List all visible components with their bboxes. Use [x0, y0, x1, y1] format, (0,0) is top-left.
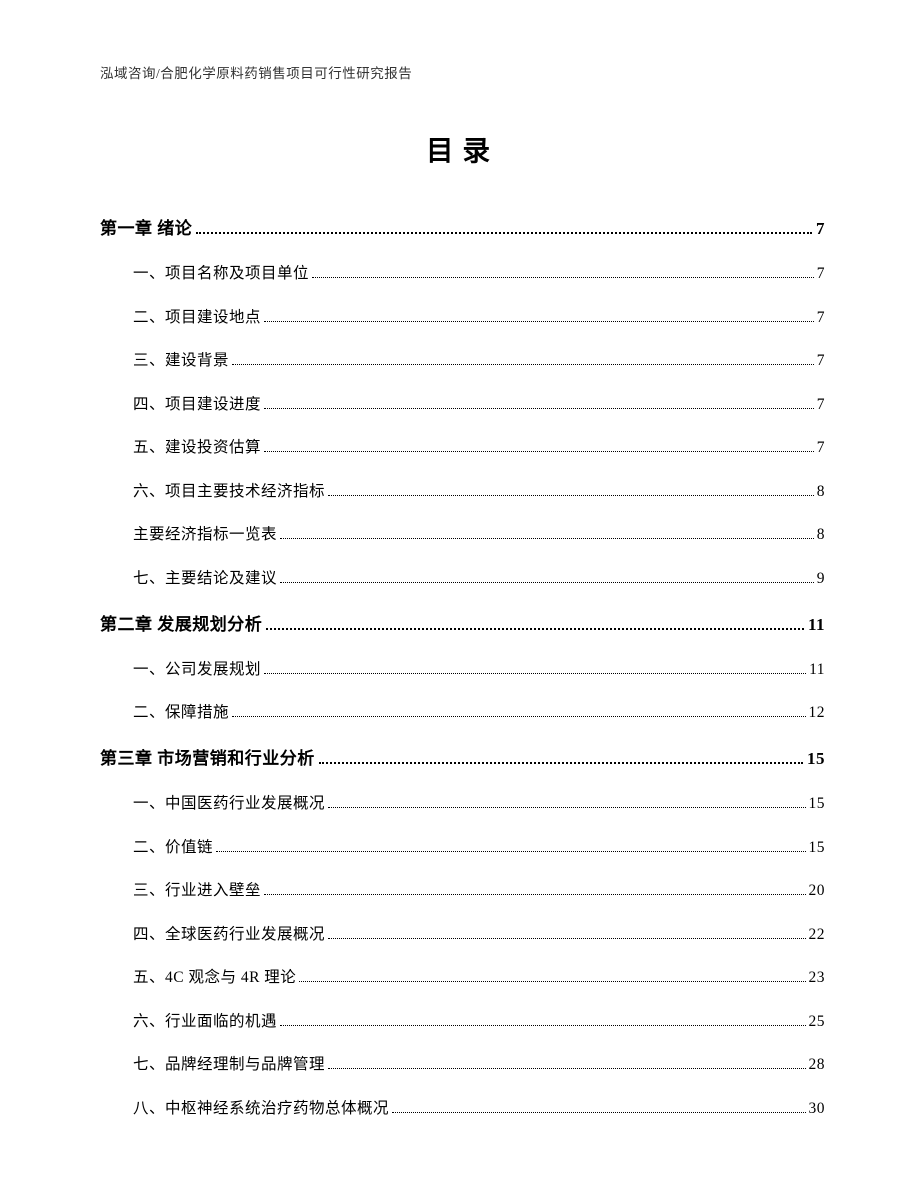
- leader-dots: [264, 321, 814, 322]
- sub-label: 六、行业面临的机遇: [133, 1009, 277, 1031]
- chapter-page: 7: [816, 219, 825, 239]
- toc-sub-item: 四、全球医药行业发展概况 22: [133, 922, 825, 944]
- leader-dots: [264, 673, 806, 674]
- sub-page: 22: [809, 926, 826, 944]
- sub-label: 七、主要结论及建议: [133, 566, 277, 588]
- toc-sub-item: 二、保障措施 12: [133, 700, 825, 722]
- leader-dots: [299, 981, 805, 982]
- toc-sub-item: 二、项目建设地点 7: [133, 305, 825, 327]
- leader-dots: [280, 582, 814, 583]
- leader-dots: [328, 1068, 805, 1069]
- document-header: 泓域咨询/合肥化学原料药销售项目可行性研究报告: [100, 62, 825, 82]
- leader-dots: [328, 495, 814, 496]
- toc-chapter: 第一章 绪论 7: [100, 214, 825, 239]
- toc-sub-item: 七、品牌经理制与品牌管理 28: [133, 1052, 825, 1074]
- toc-sub-item: 二、价值链 15: [133, 835, 825, 857]
- sub-label: 六、项目主要技术经济指标: [133, 479, 325, 501]
- sub-page: 7: [817, 265, 825, 283]
- sub-page: 15: [809, 795, 826, 813]
- leader-dots: [312, 277, 814, 278]
- toc-sub-item: 五、建设投资估算 7: [133, 435, 825, 457]
- sub-label: 五、4C 观念与 4R 理论: [133, 965, 296, 987]
- sub-page: 8: [817, 526, 825, 544]
- sub-label: 一、公司发展规划: [133, 657, 261, 679]
- sub-page: 23: [809, 969, 826, 987]
- leader-dots: [266, 628, 804, 630]
- toc-chapter: 第三章 市场营销和行业分析 15: [100, 744, 825, 769]
- sub-label: 八、中枢神经系统治疗药物总体概况: [133, 1096, 389, 1118]
- toc-sub-item: 五、4C 观念与 4R 理论 23: [133, 965, 825, 987]
- toc-sub-item: 一、公司发展规划 11: [133, 657, 825, 679]
- sub-label: 五、建设投资估算: [133, 435, 261, 457]
- table-of-contents: 第一章 绪论 7 一、项目名称及项目单位7 二、项目建设地点7 三、建设背景7 …: [100, 214, 825, 1118]
- sub-page: 8: [817, 483, 825, 501]
- sub-page: 20: [809, 882, 826, 900]
- sub-page: 7: [817, 396, 825, 414]
- sub-label: 二、保障措施: [133, 700, 229, 722]
- toc-sub-item: 六、项目主要技术经济指标 8: [133, 479, 825, 501]
- sub-page: 15: [809, 839, 826, 857]
- chapter-label: 第三章 市场营销和行业分析: [100, 744, 315, 769]
- sub-label: 三、行业进入壁垒: [133, 878, 261, 900]
- sub-page: 7: [817, 309, 825, 327]
- toc-sub-item: 六、行业面临的机遇 25: [133, 1009, 825, 1031]
- leader-dots: [216, 851, 805, 852]
- leader-dots: [319, 762, 803, 764]
- leader-dots: [196, 232, 812, 234]
- sub-label: 一、中国医药行业发展概况: [133, 791, 325, 813]
- leader-dots: [264, 408, 814, 409]
- toc-sub-item: 三、行业进入壁垒 20: [133, 878, 825, 900]
- sub-page: 9: [817, 570, 825, 588]
- toc-sub-item: 七、主要结论及建议 9: [133, 566, 825, 588]
- sub-label: 四、项目建设进度: [133, 392, 261, 414]
- sub-page: 28: [809, 1056, 826, 1074]
- leader-dots: [280, 538, 814, 539]
- sub-label: 七、品牌经理制与品牌管理: [133, 1052, 325, 1074]
- sub-page: 7: [817, 439, 825, 457]
- sub-label: 四、全球医药行业发展概况: [133, 922, 325, 944]
- leader-dots: [232, 716, 805, 717]
- sub-page: 11: [809, 661, 825, 679]
- sub-label: 一、项目名称及项目单位: [133, 261, 309, 283]
- toc-sub-item: 四、项目建设进度 7: [133, 392, 825, 414]
- toc-chapter: 第二章 发展规划分析 11: [100, 610, 825, 635]
- sub-page: 25: [809, 1013, 826, 1031]
- leader-dots: [232, 364, 814, 365]
- leader-dots: [264, 894, 805, 895]
- chapter-label: 第二章 发展规划分析: [100, 610, 262, 635]
- leader-dots: [264, 451, 814, 452]
- sub-page: 12: [809, 704, 826, 722]
- chapter-label: 第一章 绪论: [100, 214, 192, 239]
- toc-sub-item: 一、中国医药行业发展概况 15: [133, 791, 825, 813]
- sub-page: 30: [809, 1100, 826, 1118]
- leader-dots: [392, 1112, 805, 1113]
- chapter-page: 11: [808, 615, 825, 635]
- toc-title: 目录: [100, 128, 825, 168]
- sub-page: 7: [817, 352, 825, 370]
- sub-label: 三、建设背景: [133, 348, 229, 370]
- toc-sub-item: 主要经济指标一览表 8: [133, 522, 825, 544]
- leader-dots: [328, 938, 805, 939]
- sub-label: 主要经济指标一览表: [133, 522, 277, 544]
- leader-dots: [280, 1025, 805, 1026]
- sub-label: 二、项目建设地点: [133, 305, 261, 327]
- toc-sub-item: 三、建设背景 7: [133, 348, 825, 370]
- toc-sub-item: 一、项目名称及项目单位 7: [133, 261, 825, 283]
- chapter-page: 15: [807, 749, 825, 769]
- toc-sub-item: 八、中枢神经系统治疗药物总体概况 30: [133, 1096, 825, 1118]
- sub-label: 二、价值链: [133, 835, 213, 857]
- leader-dots: [328, 807, 805, 808]
